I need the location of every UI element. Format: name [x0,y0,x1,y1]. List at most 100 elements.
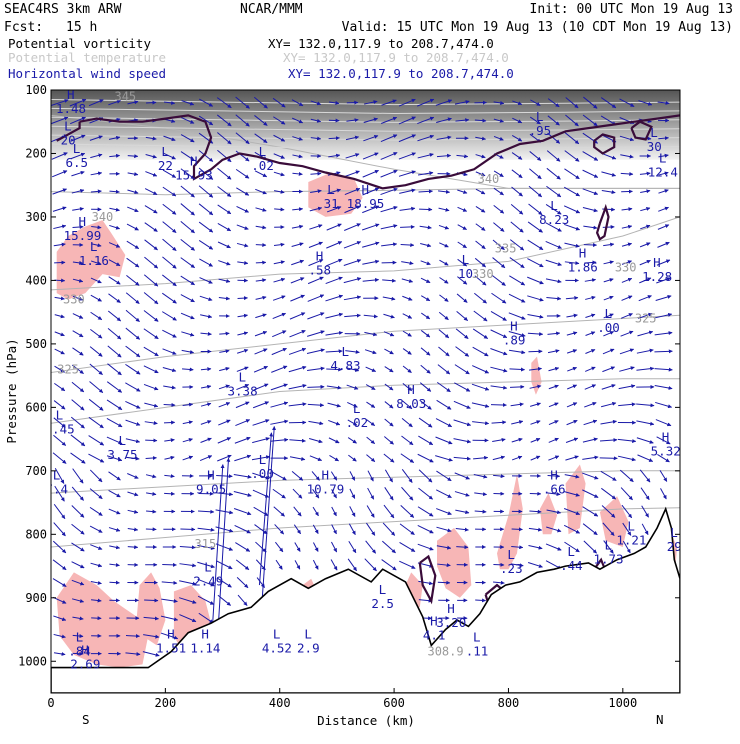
wind-vector [238,595,247,605]
wind-vector [640,243,650,247]
wind-vector [325,314,342,318]
wind-vector [331,542,336,552]
wind-vector [654,369,672,370]
wind-vector [181,221,195,233]
wind-vector [290,457,305,460]
wind-vector [511,421,523,424]
wind-vector [383,297,395,299]
wind-vector [583,439,598,442]
wind-vector [418,544,434,550]
wind-vector [421,330,430,337]
wind-vector [109,564,119,565]
wind-vector [436,527,451,531]
wind-vector [641,488,649,500]
wind-vector [472,422,489,424]
wind-vector [439,330,449,338]
theta-label: 340 [92,210,114,224]
wind-vector [237,332,247,335]
theta-contour-line [51,315,680,372]
wind-vector [72,400,84,411]
wind-vector [237,350,248,353]
wind-vector [458,207,467,211]
wind-vector [636,421,653,425]
wind-vector [472,384,489,390]
wind-vector [636,404,654,406]
wind-vector [490,367,507,371]
wind-vector [640,470,650,482]
wind-vector [419,191,433,192]
wind-vector [54,383,64,390]
wind-vector [53,207,66,211]
wind-vector [128,547,138,548]
theta-label: 308.9 [427,645,463,659]
wind-vector [144,366,158,373]
extremum-value: 4.1 [423,628,446,643]
wind-vector [307,313,324,319]
wind-vector [53,560,66,570]
wind-vector [600,440,617,441]
wind-vector [439,225,449,228]
extremum-value: .02 [346,415,369,430]
wind-vector [254,366,268,372]
theta-label: 330 [63,292,85,306]
wind-vector [582,457,598,459]
wind-vector [109,225,119,228]
wind-vector [403,349,411,355]
wind-vector [201,369,211,370]
wind-vector [235,437,250,443]
y-tick-label: 800 [25,527,47,541]
extremum-value: 10 [458,266,473,281]
extremum-marker: H [579,246,587,261]
wind-vector [307,350,324,354]
wind-vector [235,543,249,552]
extremum-marker: L [53,468,61,483]
wind-vector [619,386,635,389]
wind-vector [292,243,304,246]
wind-vector [660,470,667,481]
wind-vector [292,173,302,174]
wind-vector [52,171,67,177]
wind-vector [253,420,270,425]
wind-vector [620,349,634,354]
wind-vector [620,470,633,482]
wind-vector [604,261,614,263]
wind-vector [255,349,268,354]
wind-vector [89,436,104,446]
wind-vector [55,349,65,354]
theta-label: 340 [478,172,500,186]
wind-vector [308,404,324,405]
wind-vector [566,315,577,317]
wind-vector [348,455,356,461]
extremum-marker: H [201,626,209,641]
wind-vector [313,560,318,569]
wind-vector [144,347,159,356]
wind-vector [237,262,248,264]
wind-vector [109,582,119,583]
wind-vector [531,439,540,443]
wind-vector [437,400,451,409]
wind-vector [290,331,306,337]
wind-vector [72,348,83,355]
wind-vector [344,278,361,282]
theta-contours [51,100,680,548]
wind-vector [71,435,85,446]
wind-vector [457,190,467,193]
wind-vector [275,542,283,552]
extremum-marker: H [550,468,558,483]
wind-vector [182,369,193,370]
y-tick-label: 600 [25,400,47,414]
wind-vector [529,169,541,179]
extremum-marker: H [321,468,329,483]
x-tick-label: 0 [47,696,54,710]
wind-vector [216,561,232,569]
extremum-marker: L [161,144,169,159]
wind-vector [127,207,138,212]
y-tick-label: 400 [25,273,47,287]
wind-vector [456,347,469,357]
wind-vector [366,402,374,407]
wind-vector [586,332,595,336]
wind-vector [493,457,505,460]
wind-vector [126,346,140,357]
wind-vector [458,225,467,230]
